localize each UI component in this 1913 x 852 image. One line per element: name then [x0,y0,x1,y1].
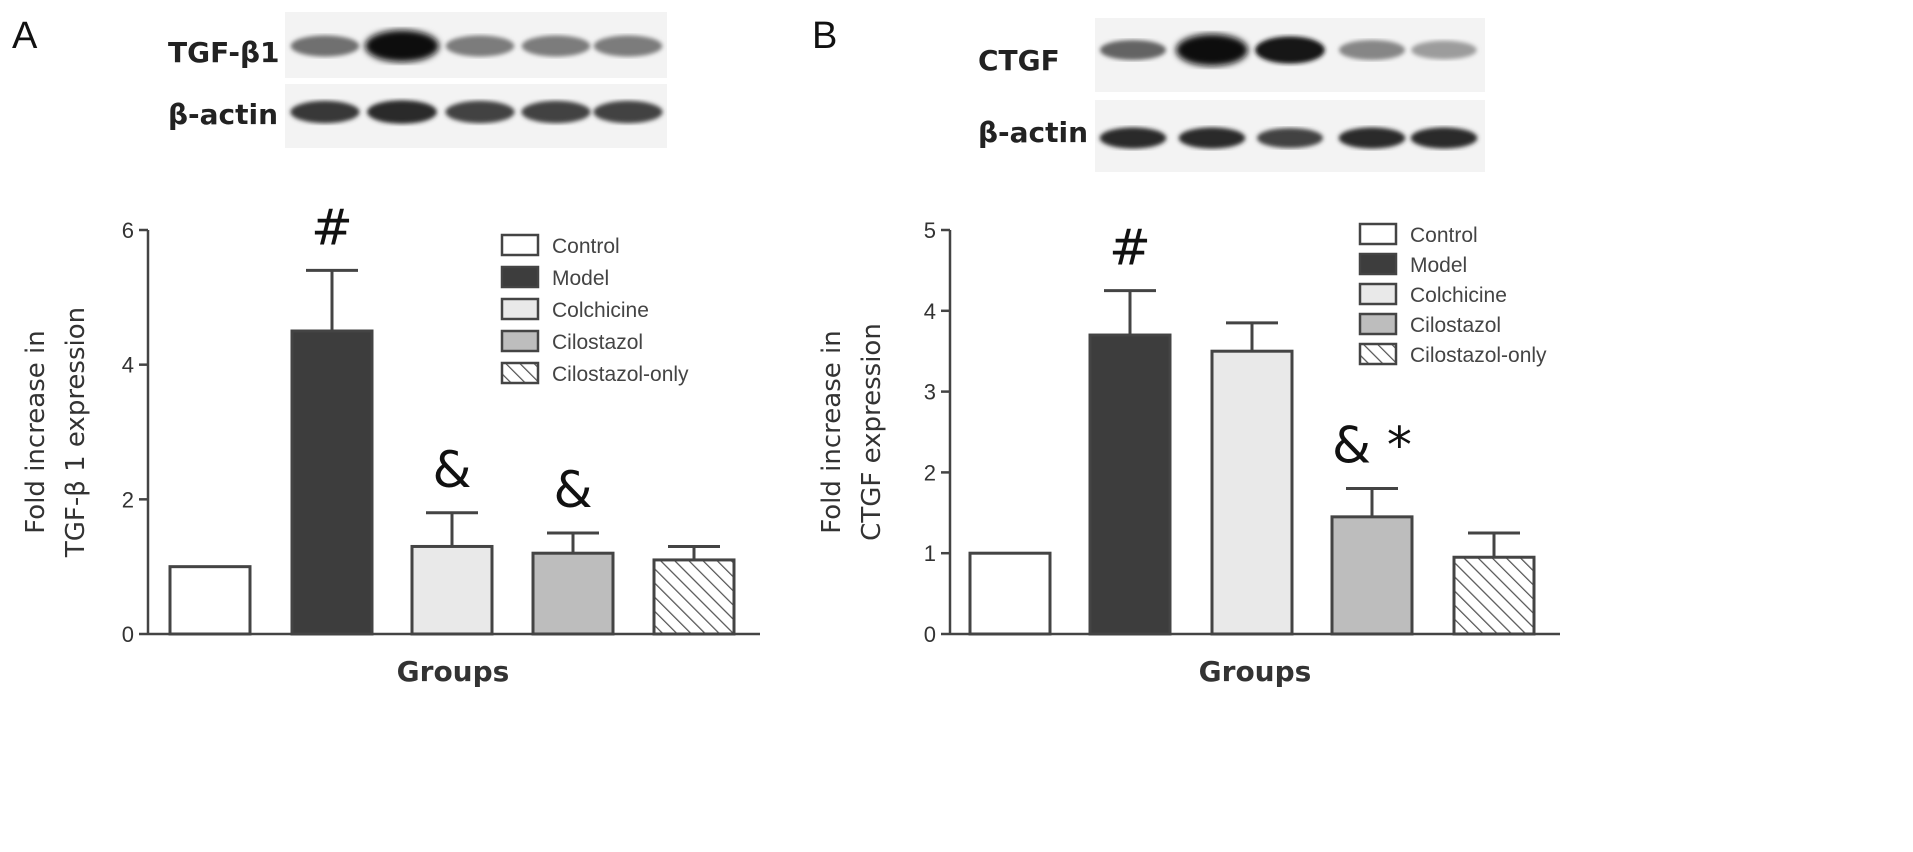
y-tick-label: 0 [924,622,936,647]
blot-band [1099,127,1167,149]
y-axis-title-line: Fold increase in [21,330,51,533]
legend-label-control: Control [552,235,620,258]
bar-chart-a: 0 2 4 6 Fold increase in TGF-β 1 expression Gr… [21,198,760,688]
blot-band [593,35,663,57]
legend-swatch-model [500,265,540,289]
legend-swatch-colchicine [1358,282,1398,306]
blot-band [1339,40,1405,60]
blot-band [1411,40,1477,60]
panel-a: A TGF-β1 β-actin 0 2 4 6 Fold increase in TGF-… [12,12,760,688]
blot-row-ctgf: CTGF [978,18,1485,92]
legend-swatch-cilostazol [1358,312,1398,336]
significance-mark-colchicine: & [433,441,472,499]
bar-colchicine [410,544,494,636]
y-axis-title-line: Fold increase in [817,330,847,533]
blot-label-actin: β-actin [978,116,1088,149]
blot-band [521,100,591,124]
blot-band [593,100,663,124]
legend-label-cilostazol-only: Cilostazol-only [1410,344,1547,367]
blot-band [290,100,360,124]
significance-mark-model: # [311,198,353,256]
y-axis-title-line: CTGF expression [857,323,887,541]
panel-letter-b: B [812,15,837,57]
legend-swatch-cilostazol [500,329,540,353]
significance-mark-cilostazol: & * [1332,417,1412,475]
blot-band [1338,127,1406,149]
blot-band [365,30,439,62]
bar-chart-b: 0 1 2 3 4 5 Fold increase in CTGF expression Gro… [817,218,1560,688]
bar-control [168,565,252,636]
panel-letter-a: A [12,15,38,57]
blot-row-actin: β-actin [168,84,667,148]
legend-swatch-model [1358,252,1398,276]
legend: Control Model Colchicine Cilostazol Cilostaz… [500,233,689,386]
y-tick-label: 5 [924,218,936,243]
y-tick-label: 6 [122,218,134,243]
blot-band [1255,36,1325,64]
blot-label-actin: β-actin [168,98,278,131]
legend-swatch-colchicine [500,297,540,321]
blot-band [367,100,437,124]
significance-mark-cilostazol: & [554,461,593,519]
y-tick-label: 3 [924,380,936,405]
bar-cilostazol-only [652,558,736,636]
blot-band [1100,40,1166,60]
y-tick-label: 2 [924,460,936,485]
legend-label-cilostazol: Cilostazol [552,331,643,354]
y-tick-label: 2 [122,487,134,512]
bar-cilostazol [1330,515,1414,636]
x-axis-title: Groups [1199,655,1312,688]
bar-model [290,329,374,636]
y-tick-label: 1 [924,541,936,566]
blot-band [445,35,515,57]
bar-model [1088,333,1172,636]
western-blot-b: CTGF β-actin [978,18,1485,172]
blot-band [521,35,591,57]
legend-label-model: Model [552,267,609,290]
bar-colchicine [1210,349,1294,636]
blot-row-tgf-1: TGF-β1 [168,12,667,78]
legend-label-cilostazol: Cilostazol [1410,314,1501,337]
y-tick-label: 4 [122,353,134,378]
blot-band [1257,128,1323,148]
legend-label-cilostazol-only: Cilostazol-only [552,363,689,386]
western-blot-a: TGF-β1 β-actin [168,12,667,148]
legend-swatch-control [1358,222,1398,246]
x-axis-title: Groups [397,655,510,688]
bar-control [968,551,1052,636]
bar-cilostazol-only [1452,555,1536,636]
y-tick-label: 4 [924,299,936,324]
legend-swatch-control [500,233,540,257]
blot-band [1178,127,1246,149]
blot-band [1176,34,1248,66]
blot-band [1410,127,1478,149]
panel-b: B CTGF β-actin 0 1 2 3 4 5 Fold increase in CTGF… [812,15,1560,688]
legend-swatch-cilostazol-only [1358,342,1398,366]
y-tick-label: 0 [122,622,134,647]
blot-label-tgf-1: TGF-β1 [168,36,280,69]
bar-cilostazol [531,551,615,636]
blot-band [290,35,360,57]
legend: Control Model Colchicine Cilostazol Cilostaz… [1358,222,1547,367]
blot-band [445,100,515,124]
legend-label-colchicine: Colchicine [1410,284,1507,307]
legend-swatch-cilostazol-only [500,361,540,385]
significance-mark-model: # [1109,219,1151,277]
legend-label-colchicine: Colchicine [552,299,649,322]
legend-label-model: Model [1410,254,1467,277]
blot-label-ctgf: CTGF [978,44,1060,77]
blot-row-actin: β-actin [978,100,1485,172]
y-axis-title-line: TGF-β 1 expression [61,307,91,558]
legend-label-control: Control [1410,224,1478,247]
